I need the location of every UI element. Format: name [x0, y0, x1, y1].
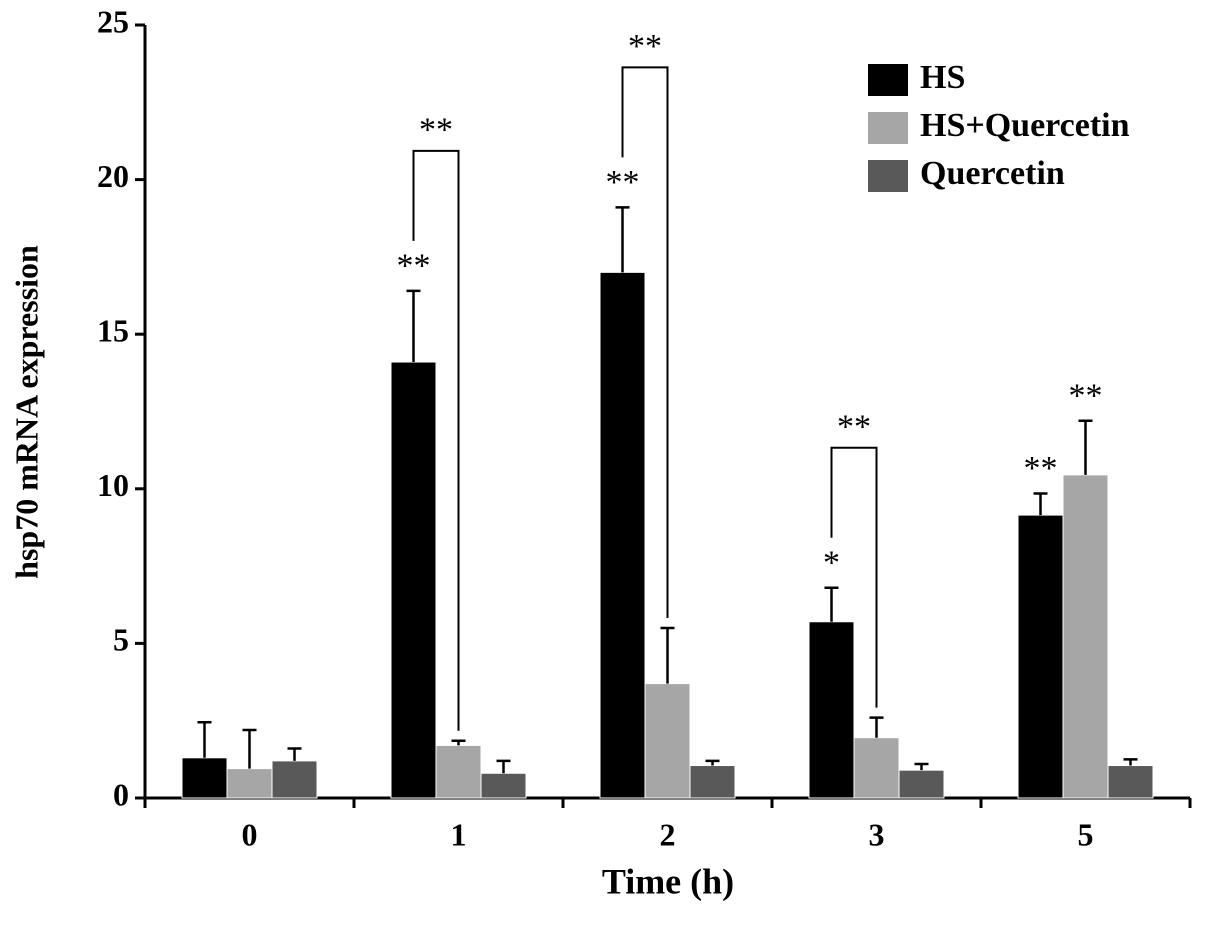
error-bar — [1033, 492, 1048, 516]
bracket — [621, 66, 669, 618]
bracket-label: ** — [419, 112, 453, 149]
error-bar — [660, 626, 675, 684]
bar — [226, 768, 273, 799]
bracket — [412, 149, 460, 731]
bar — [480, 772, 527, 799]
error-bar — [287, 747, 302, 761]
legend-label: Quercetin — [920, 155, 1065, 192]
bar — [1017, 514, 1064, 799]
legend-swatch — [868, 64, 908, 96]
bar — [898, 769, 945, 799]
x-tick-label: 3 — [869, 816, 885, 852]
bar — [1107, 765, 1154, 799]
error-bar — [705, 759, 720, 766]
error-bar — [496, 759, 511, 774]
bar — [853, 737, 900, 799]
x-tick-label: 1 — [451, 816, 467, 852]
y-tick-label: 10 — [97, 467, 129, 503]
significance-label: * — [823, 545, 840, 582]
significance-label: ** — [397, 248, 431, 285]
y-axis-title: hsp70 mRNA expression — [8, 245, 44, 579]
bracket-label: ** — [628, 28, 662, 65]
bar — [808, 621, 855, 799]
legend-label: HS — [920, 59, 965, 96]
significance-label: ** — [1024, 450, 1058, 487]
bar — [1062, 474, 1109, 799]
error-bar — [242, 728, 257, 769]
error-bar — [451, 739, 466, 746]
significance-label: ** — [1069, 378, 1103, 415]
bar — [644, 683, 691, 799]
error-bar — [1123, 758, 1138, 766]
legend-swatch — [868, 160, 908, 192]
x-tick-label: 2 — [660, 816, 676, 852]
y-tick-label: 25 — [97, 3, 129, 39]
error-bar — [197, 720, 212, 758]
bar — [181, 757, 228, 799]
error-bar — [824, 586, 839, 622]
bracket-label: ** — [837, 409, 871, 446]
bar — [435, 744, 482, 799]
x-tick-label: 5 — [1078, 816, 1094, 852]
significance-label: ** — [606, 164, 640, 201]
bar — [689, 765, 736, 799]
y-tick-label: 20 — [97, 158, 129, 194]
bracket — [830, 446, 878, 708]
error-bar — [914, 762, 929, 771]
legend-swatch — [868, 112, 908, 144]
bar — [271, 760, 318, 799]
y-tick-label: 0 — [113, 776, 129, 812]
error-bar — [406, 289, 421, 363]
y-tick-label: 5 — [113, 622, 129, 658]
error-bar — [1078, 419, 1093, 475]
bar — [390, 361, 437, 799]
legend-label: HS+Quercetin — [920, 107, 1130, 144]
error-bar — [615, 206, 630, 273]
x-axis-title: Time (h) — [602, 861, 734, 901]
x-tick-label: 0 — [242, 816, 258, 852]
bar — [599, 271, 646, 799]
y-tick-label: 15 — [97, 313, 129, 349]
error-bar — [869, 716, 884, 738]
